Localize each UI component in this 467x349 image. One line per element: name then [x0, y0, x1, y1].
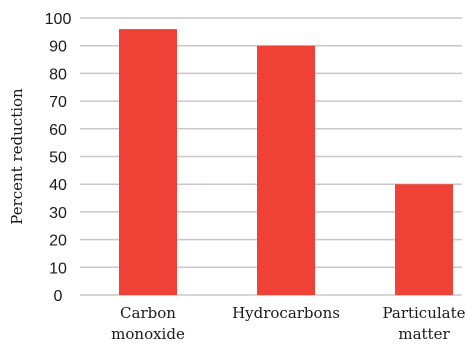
bar	[257, 45, 315, 296]
x-category-labels: Carbon monoxide Hydrocarbons Particulate mat…	[111, 304, 465, 343]
y-tick-labels: 0 10 20 30 40 50 60 70 80 90 100	[45, 11, 72, 305]
y-tick-label: 70	[49, 94, 67, 111]
y-tick-label: 60	[49, 122, 67, 139]
x-category-label: Hydrocarbons	[232, 304, 340, 322]
bar	[395, 184, 453, 295]
x-category-label: Carbon monoxide	[111, 304, 185, 343]
x-category-label-line: matter	[398, 325, 450, 343]
x-category-label-line: Hydrocarbons	[232, 304, 340, 322]
x-category-label-line: Carbon	[120, 304, 176, 322]
y-tick-label: 20	[49, 233, 67, 250]
x-category-label: Particulate matter	[382, 304, 465, 343]
y-tick-label: 30	[49, 205, 67, 222]
x-category-label-line: Particulate	[382, 304, 465, 322]
y-tick-label: 10	[49, 260, 67, 277]
y-tick-label: 40	[49, 177, 67, 194]
y-axis-title: Percent reduction	[8, 88, 26, 225]
bar	[119, 29, 177, 296]
y-tick-label: 0	[54, 288, 63, 305]
y-tick-label: 90	[49, 39, 67, 56]
x-category-label-line: monoxide	[111, 325, 185, 343]
y-tick-label: 100	[45, 11, 72, 28]
y-tick-label: 80	[49, 66, 67, 83]
bars	[119, 29, 453, 296]
y-tick-label: 50	[49, 150, 67, 167]
